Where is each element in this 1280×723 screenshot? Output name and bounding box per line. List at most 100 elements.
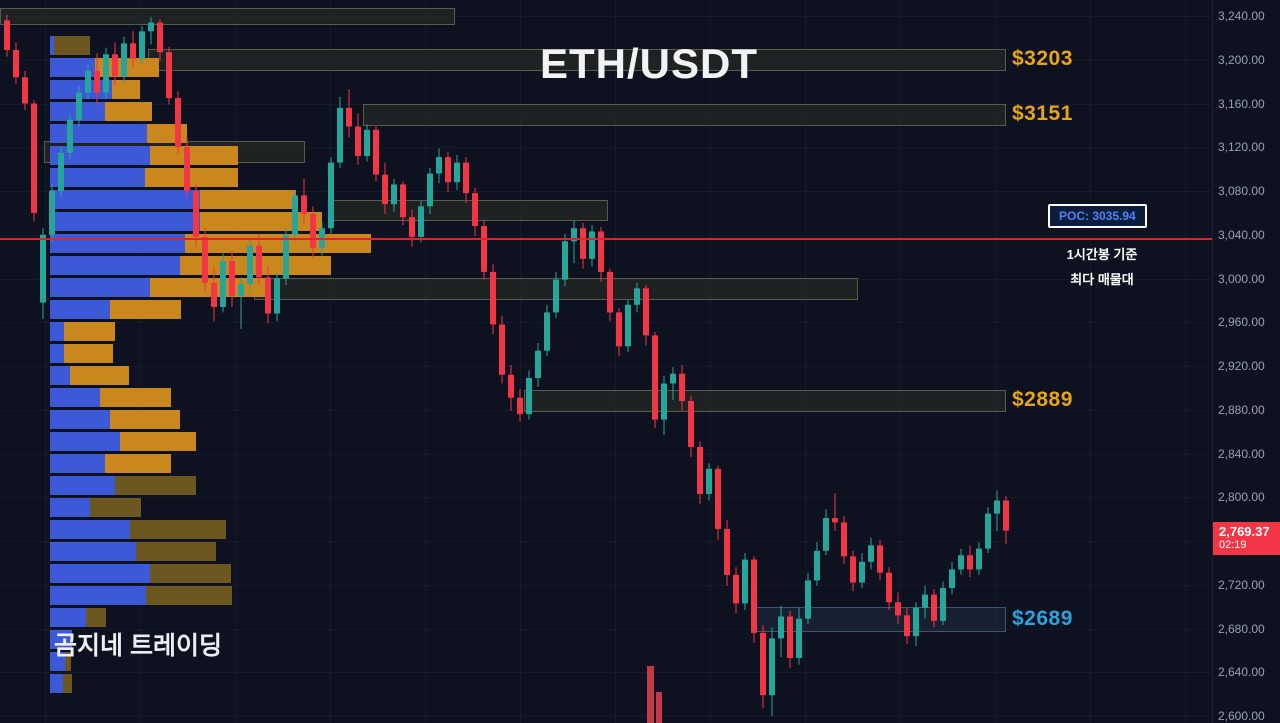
grid-line-horizontal <box>0 541 1212 542</box>
grid-line-horizontal <box>0 497 1212 499</box>
candle-body <box>337 107 343 163</box>
candle-body <box>769 638 775 696</box>
candle-body <box>616 312 622 347</box>
last-price-badge: 2,769.37 02:19 <box>1213 521 1280 555</box>
price-axis-label: 2,680.00 <box>1218 621 1265 636</box>
poc-line[interactable] <box>0 238 1212 241</box>
candle-body <box>238 283 244 296</box>
candle-body <box>436 157 442 174</box>
price-axis-label: 2,920.00 <box>1218 359 1265 373</box>
grid-line-horizontal <box>0 453 1212 455</box>
candle-body <box>355 126 361 156</box>
price-axis-label: 2,800.00 <box>1218 490 1265 505</box>
volume-profile-buy-bar <box>50 476 115 495</box>
candle-body <box>733 574 739 604</box>
candle-body <box>724 528 730 575</box>
candle-body <box>319 228 325 248</box>
candle-body <box>994 500 1000 514</box>
annotation-line1: 1시간봉 기준 <box>1066 247 1138 262</box>
candle-body <box>661 383 667 420</box>
volume-profile-buy-bar <box>50 564 150 583</box>
volume-profile-buy-bar <box>50 212 200 231</box>
candle-body <box>499 324 505 375</box>
volume-profile-sell-bar <box>105 454 171 473</box>
price-axis-label: 3,200.00 <box>1218 52 1265 67</box>
volume-profile-sell-bar <box>150 564 231 583</box>
candle-body <box>823 518 829 551</box>
price-axis-label: 2,720.00 <box>1218 577 1265 592</box>
candle-body <box>841 522 847 557</box>
candle-body <box>751 559 757 633</box>
candle-body <box>652 335 658 420</box>
supply-demand-zone[interactable] <box>363 104 1006 126</box>
volume-profile-buy-bar <box>50 366 70 385</box>
candle-body <box>832 518 838 523</box>
zone-price-label: $2689 <box>1012 606 1073 630</box>
candle-body <box>634 288 640 305</box>
price-axis-label: 2,960.00 <box>1218 315 1265 330</box>
volume-profile-buy-bar <box>50 630 72 649</box>
volume-profile-sell-bar <box>115 476 196 495</box>
candle-body <box>958 555 964 570</box>
volume-profile-buy-bar <box>50 432 120 451</box>
grid-line-horizontal <box>0 191 1212 192</box>
grid-line-vertical <box>235 0 236 723</box>
volume-profile-sell-bar <box>64 322 115 341</box>
candle-body <box>346 107 352 127</box>
grid-line-vertical <box>900 0 901 723</box>
volume-profile-sell-bar <box>70 366 129 385</box>
symbol-title: ETH/USDT <box>540 40 758 87</box>
price-axis-label: 2,640.00 <box>1218 665 1265 680</box>
watermark: 곰지네 트레이딩 <box>54 632 222 660</box>
candle-body <box>166 52 172 99</box>
candle-body <box>805 580 811 619</box>
candle-body <box>868 545 874 562</box>
supply-demand-zone[interactable] <box>0 8 455 25</box>
candle-body <box>94 70 100 93</box>
candle-body <box>211 282 217 307</box>
candle-body <box>301 195 307 214</box>
candle-body <box>454 162 460 183</box>
candle-body <box>139 31 145 59</box>
candle-body <box>967 555 973 570</box>
volume-profile-buy-bar <box>50 388 100 407</box>
grid-line-vertical <box>45 0 46 723</box>
candle-body <box>247 245 253 284</box>
candle-body <box>985 513 991 549</box>
price-axis-label: 3,040.00 <box>1218 227 1265 242</box>
candle-body <box>895 602 901 616</box>
candle-body <box>688 401 694 447</box>
candle-body <box>4 20 10 50</box>
price-axis-label: 3,240.00 <box>1218 9 1265 23</box>
candle-body <box>643 288 649 336</box>
volume-profile-sell-bar <box>120 432 196 451</box>
candle-body <box>328 162 334 229</box>
candle-body <box>382 174 388 205</box>
volume-spike <box>647 666 654 723</box>
candle-body <box>778 616 784 639</box>
candle-body <box>121 43 127 77</box>
grid-line-vertical <box>520 0 521 723</box>
poc-label[interactable]: POC: 3035.94 <box>1048 204 1147 228</box>
candle-body <box>598 231 604 272</box>
candle-body <box>274 278 280 314</box>
zone-price-label: $3151 <box>1012 102 1073 125</box>
grid-line-horizontal <box>0 366 1212 367</box>
price-axis[interactable]: 3,240.00 3,200.00 3,160.00 3,120.00 3,080.00… <box>1212 0 1280 723</box>
candle-body <box>517 397 523 415</box>
grid-line-vertical <box>805 0 806 723</box>
zone-price-label: $2889 <box>1012 388 1073 411</box>
supply-demand-zone[interactable] <box>753 607 1006 632</box>
candle-body <box>85 70 91 93</box>
candle-body <box>625 304 631 347</box>
candle-body <box>679 373 685 401</box>
price-axis-label: 2,840.00 <box>1218 446 1265 461</box>
supply-demand-zone[interactable] <box>524 390 1006 412</box>
volume-profile-buy-bar <box>50 168 145 187</box>
candle-body <box>292 195 298 235</box>
volume-profile-sell-bar <box>63 674 72 693</box>
candle-body <box>256 245 262 278</box>
candle-body <box>157 22 163 53</box>
volume-profile-sell-bar <box>54 36 90 55</box>
